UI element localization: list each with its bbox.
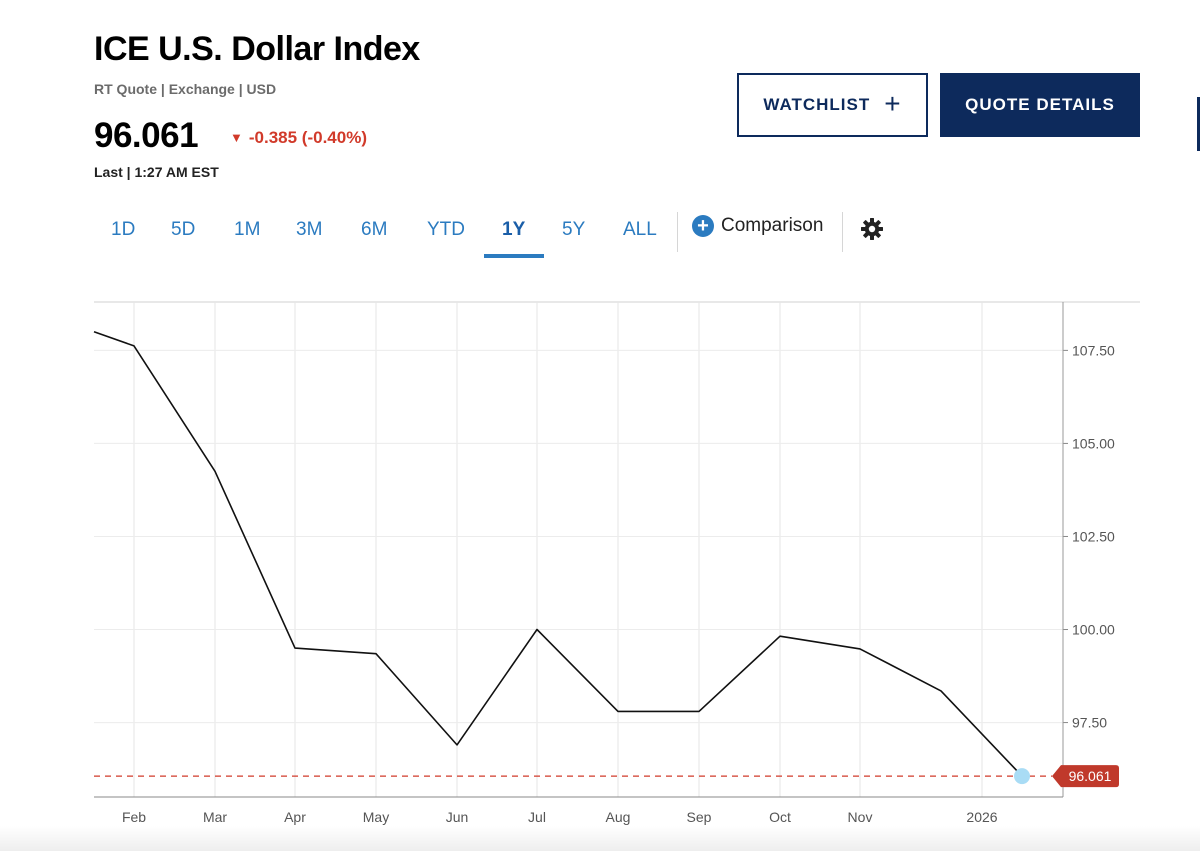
down-triangle-icon: ▼ bbox=[230, 130, 243, 145]
tab-5y[interactable]: 5Y bbox=[562, 219, 586, 240]
gear-icon[interactable] bbox=[860, 217, 884, 241]
price-change-value: -0.385 (-0.40%) bbox=[248, 128, 367, 147]
tab-1m[interactable]: 1M bbox=[234, 219, 261, 240]
tab-divider bbox=[842, 212, 843, 252]
quote-details-button[interactable]: QUOTE DETAILS bbox=[940, 73, 1140, 137]
comparison-label: Comparison bbox=[721, 215, 824, 236]
price-change: ▼ -0.385 (-0.40%) bbox=[230, 128, 367, 148]
plus-circle-icon: + bbox=[692, 215, 714, 237]
last-price-tag bbox=[1052, 765, 1119, 788]
price-series-line bbox=[93, 331, 1023, 777]
x-tick-label: 2026 bbox=[966, 809, 997, 825]
tab-6m[interactable]: 6M bbox=[361, 219, 388, 240]
bottom-fade bbox=[0, 826, 1200, 851]
x-tick-label: Feb bbox=[122, 809, 146, 825]
tab-ytd[interactable]: YTD bbox=[427, 219, 465, 240]
quote-details-label: QUOTE DETAILS bbox=[965, 95, 1115, 114]
tab-1y[interactable]: 1Y bbox=[502, 219, 526, 240]
last-price: 96.061 bbox=[94, 116, 199, 155]
edge-tab bbox=[1197, 97, 1200, 151]
last-point-marker bbox=[1014, 768, 1030, 785]
x-tick-label: Oct bbox=[769, 809, 791, 825]
x-tick-label: Aug bbox=[606, 809, 631, 825]
watchlist-button[interactable]: WATCHLIST + bbox=[737, 73, 928, 137]
x-tick-label: Sep bbox=[687, 809, 712, 825]
x-tick-label: Nov bbox=[848, 809, 873, 825]
y-tick-label: 100.00 bbox=[1072, 622, 1115, 638]
x-tick-label: Jul bbox=[528, 809, 546, 825]
x-tick-label: Mar bbox=[203, 809, 227, 825]
x-tick-label: Jun bbox=[446, 809, 469, 825]
y-tick-label: 102.50 bbox=[1072, 528, 1115, 544]
y-tick-label: 105.00 bbox=[1072, 435, 1115, 451]
x-tick-label: May bbox=[363, 809, 389, 825]
tab-1d[interactable]: 1D bbox=[111, 219, 136, 240]
active-tab-indicator bbox=[484, 254, 544, 258]
quote-subtitle: RT Quote | Exchange | USD bbox=[94, 81, 277, 97]
x-tick-label: Apr bbox=[284, 809, 306, 825]
tab-all[interactable]: ALL bbox=[623, 219, 657, 240]
y-tick-label: 97.50 bbox=[1072, 715, 1107, 731]
watchlist-label: WATCHLIST bbox=[763, 95, 871, 114]
comparison-button[interactable]: + Comparison bbox=[692, 215, 823, 237]
page-title: ICE U.S. Dollar Index bbox=[94, 30, 420, 68]
tab-5d[interactable]: 5D bbox=[171, 219, 196, 240]
y-tick-label: 107.50 bbox=[1072, 342, 1115, 358]
plus-icon: + bbox=[884, 88, 902, 119]
last-updated: Last | 1:27 AM EST bbox=[94, 164, 219, 180]
tab-3m[interactable]: 3M bbox=[296, 219, 323, 240]
tab-divider bbox=[677, 212, 678, 252]
last-price-tag-label: 96.061 bbox=[1069, 768, 1112, 784]
